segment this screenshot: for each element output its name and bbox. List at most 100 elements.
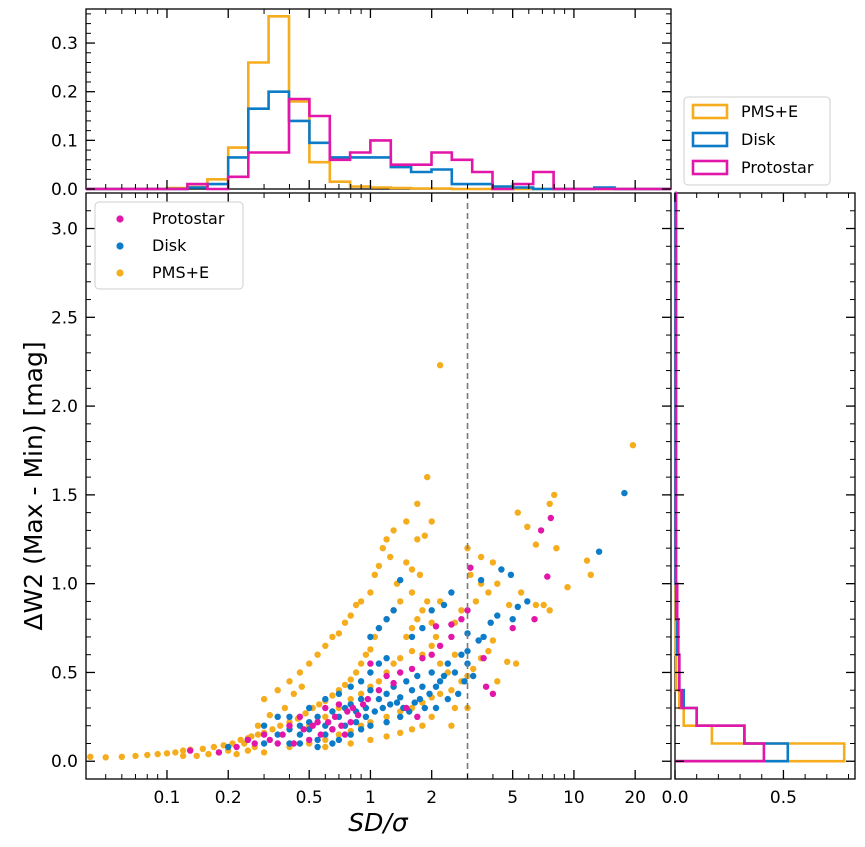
top-histogram-y-ticks: 0.0 0.1 0.2 0.3 bbox=[51, 13, 671, 200]
scatter-point bbox=[367, 660, 374, 667]
scatter-point bbox=[266, 711, 273, 719]
scatter-point bbox=[260, 731, 268, 738]
scatter-point bbox=[458, 616, 465, 623]
scatter-point bbox=[621, 489, 628, 497]
scatter-point bbox=[260, 722, 268, 729]
scatter-point bbox=[480, 655, 487, 662]
scatter-point bbox=[419, 722, 426, 729]
scatter-point bbox=[335, 701, 343, 708]
scatter-point bbox=[428, 669, 435, 676]
scatter-point bbox=[551, 491, 558, 499]
scatter-point bbox=[403, 704, 410, 712]
scatter-point bbox=[244, 736, 252, 744]
scatter-point bbox=[403, 559, 410, 566]
scatter-point bbox=[371, 708, 378, 715]
scatter-point bbox=[172, 749, 179, 756]
histogram-legend-label: Disk bbox=[741, 130, 776, 149]
scatter-point bbox=[371, 571, 378, 578]
scatter-point bbox=[379, 704, 386, 712]
scatter-point bbox=[514, 509, 521, 516]
scatter-point bbox=[279, 731, 286, 738]
scatter-legend-label: PMS+E bbox=[152, 263, 209, 282]
scatter-point bbox=[274, 731, 281, 738]
scatter-point bbox=[325, 719, 332, 726]
scatter-point bbox=[244, 747, 252, 754]
scatter-point bbox=[489, 637, 497, 644]
scatter-point bbox=[322, 642, 329, 649]
scatter-point bbox=[414, 536, 421, 543]
scatter-point bbox=[347, 731, 354, 738]
scatter-legend-label: Protostar bbox=[152, 209, 225, 228]
scatter-point bbox=[179, 752, 187, 760]
scatter-point bbox=[316, 701, 323, 708]
scatter-point bbox=[354, 711, 362, 719]
scatter-point bbox=[335, 736, 343, 744]
scatter-point bbox=[383, 672, 390, 680]
scatter-point bbox=[517, 589, 525, 596]
scatter-point bbox=[464, 607, 471, 614]
scatter-point bbox=[367, 589, 374, 596]
scatter-point bbox=[498, 566, 505, 573]
scatter-point bbox=[322, 736, 329, 744]
x-tick-label: 0.1 bbox=[153, 788, 180, 808]
y-tick-label: 2.5 bbox=[51, 308, 78, 328]
scatter-point bbox=[467, 564, 474, 571]
scatter-point bbox=[371, 633, 378, 641]
scatter-point bbox=[322, 731, 329, 738]
scatter-point bbox=[451, 704, 459, 712]
y-tick-label: 2.0 bbox=[51, 397, 78, 417]
scatter-legend-marker bbox=[116, 215, 124, 223]
scatter-point bbox=[286, 678, 293, 685]
scatter-point bbox=[553, 545, 560, 552]
scatter-point bbox=[546, 607, 553, 614]
scatter-point bbox=[440, 601, 448, 609]
scatter-point bbox=[436, 690, 444, 697]
scatter-point bbox=[329, 708, 336, 715]
scatter-point bbox=[428, 642, 435, 649]
histogram-legend-swatch bbox=[691, 159, 729, 176]
scatter-point bbox=[428, 518, 435, 525]
scatter-point bbox=[352, 601, 360, 609]
scatter-point bbox=[254, 731, 262, 738]
scatter-point bbox=[421, 532, 428, 539]
scatter-point bbox=[414, 616, 421, 623]
scatter-point bbox=[470, 672, 477, 680]
scatter-point bbox=[367, 633, 374, 641]
scatter-point bbox=[414, 500, 421, 507]
scatter-point bbox=[352, 719, 360, 726]
scatter-point bbox=[470, 665, 477, 673]
scatter-point bbox=[132, 752, 139, 760]
scatter-point bbox=[296, 740, 304, 747]
scatter-point bbox=[383, 655, 390, 662]
scatter-point bbox=[436, 362, 444, 369]
scatter-point bbox=[448, 722, 455, 729]
scatter-point bbox=[87, 753, 94, 760]
scatter-point bbox=[482, 683, 490, 690]
scatter-point bbox=[260, 740, 268, 747]
scatter-point bbox=[428, 619, 435, 626]
scatter-point bbox=[335, 731, 343, 738]
top-y-tick-label: 0.2 bbox=[51, 83, 78, 103]
scatter-point bbox=[375, 695, 383, 703]
top-y-tick-label: 0.3 bbox=[51, 34, 78, 54]
scatter-point bbox=[531, 616, 538, 623]
scatter-point bbox=[314, 651, 321, 658]
scatter-point bbox=[507, 571, 515, 578]
scatter-point bbox=[383, 536, 390, 543]
scatter-point bbox=[444, 660, 451, 667]
scatter-point bbox=[375, 562, 383, 570]
scatter-point bbox=[411, 699, 418, 706]
scatter-point bbox=[477, 576, 485, 584]
histogram-legend-label: PMS+E bbox=[741, 102, 798, 121]
scatter-point bbox=[397, 669, 404, 676]
scatter-point bbox=[300, 726, 307, 733]
scatter-point bbox=[187, 747, 194, 754]
scatter-point bbox=[397, 729, 404, 736]
scatter-point bbox=[464, 647, 471, 655]
scatter-point bbox=[274, 687, 281, 694]
scatter-point bbox=[341, 731, 349, 738]
scatter-point bbox=[102, 754, 109, 761]
scatter-point bbox=[286, 713, 293, 720]
scatter-point bbox=[331, 713, 339, 720]
series-pms-e bbox=[87, 362, 637, 761]
